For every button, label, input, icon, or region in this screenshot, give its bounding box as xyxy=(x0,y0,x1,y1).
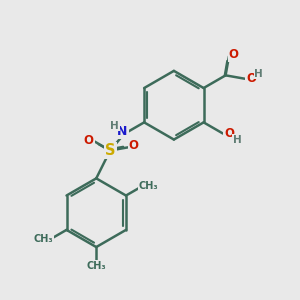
Text: O: O xyxy=(229,48,238,61)
Text: CH₃: CH₃ xyxy=(34,234,54,244)
Text: CH₃: CH₃ xyxy=(86,261,106,271)
Text: H: H xyxy=(254,69,263,79)
Text: O: O xyxy=(84,134,94,146)
Text: CH₃: CH₃ xyxy=(139,181,159,191)
Text: N: N xyxy=(117,125,128,138)
Text: O: O xyxy=(129,140,139,152)
Text: O: O xyxy=(224,127,234,140)
Text: H: H xyxy=(233,134,242,145)
Text: O: O xyxy=(246,72,256,85)
Text: H: H xyxy=(110,121,119,131)
Text: S: S xyxy=(105,143,116,158)
